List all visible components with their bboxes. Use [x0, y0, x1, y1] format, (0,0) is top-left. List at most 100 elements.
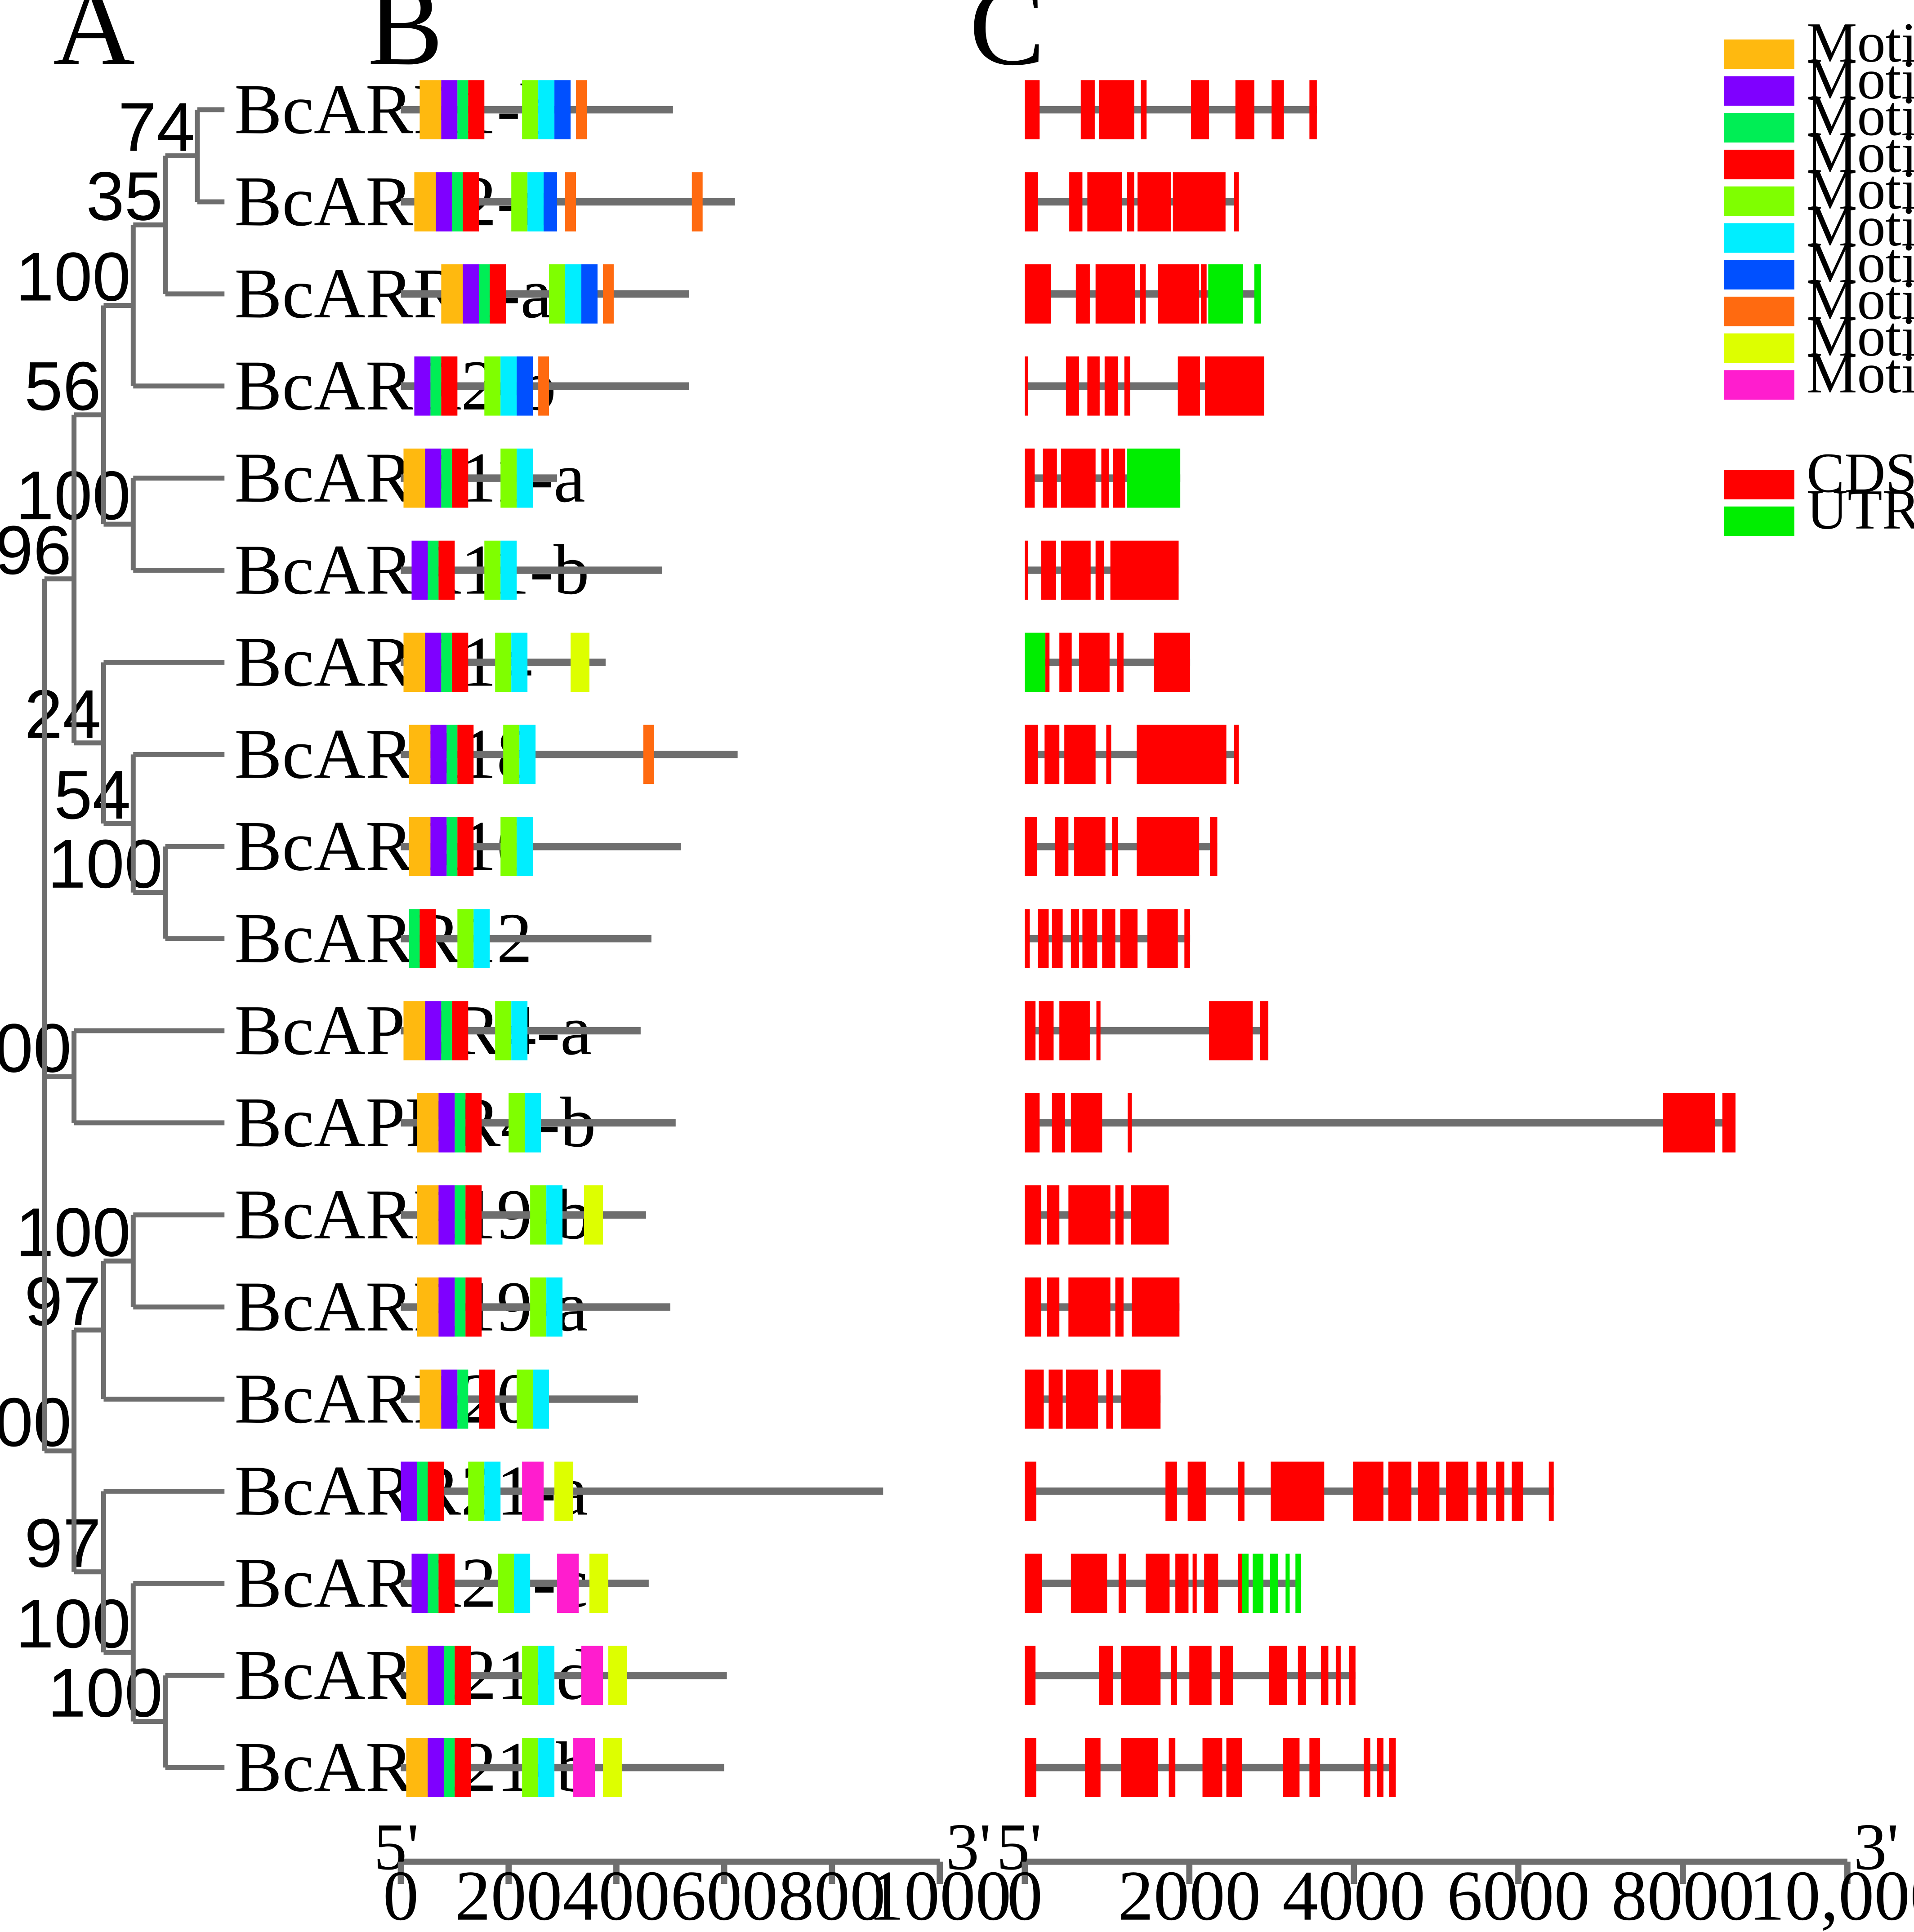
- motif-box: [581, 1646, 603, 1705]
- cds-block: [1061, 448, 1096, 508]
- axis-tick-label: 600: [670, 1856, 778, 1932]
- legend-label: Motif 1: [1807, 122, 1914, 184]
- motif-box: [430, 817, 447, 877]
- motif-box: [438, 1277, 455, 1337]
- cds-block: [1146, 1554, 1170, 1613]
- legend-label: Motif 2: [1807, 196, 1914, 258]
- axis-tick-label: 200: [455, 1856, 562, 1932]
- cds-block: [1068, 1277, 1111, 1337]
- motif-box: [411, 1554, 428, 1613]
- cds-block: [1137, 172, 1171, 231]
- cds-block: [1132, 1277, 1180, 1337]
- motif-box: [430, 725, 447, 784]
- cds-block: [1095, 540, 1104, 600]
- cds-block: [1200, 264, 1207, 324]
- motif-box: [511, 1001, 528, 1060]
- cds-block: [1663, 1093, 1715, 1153]
- motif-box: [452, 448, 468, 508]
- motif-box: [511, 632, 528, 692]
- motif-box: [441, 356, 458, 416]
- cds-block: [1025, 356, 1028, 416]
- axis-tick-label: 4000: [1282, 1856, 1425, 1932]
- motif-box: [495, 632, 512, 692]
- motif-box: [468, 1461, 485, 1521]
- legend-label: Motif 9: [1807, 269, 1914, 331]
- cds-block: [1235, 80, 1254, 139]
- protein-axis-end-label: 3': [946, 1810, 991, 1884]
- motif-box: [441, 632, 452, 692]
- cds-block: [1110, 540, 1179, 600]
- gene-structure-panel: [1025, 80, 1736, 1797]
- motif-box: [557, 1554, 579, 1613]
- cds-block: [1446, 1461, 1468, 1521]
- motif-box: [446, 817, 458, 877]
- motif-box: [479, 264, 490, 324]
- cds-block: [1115, 1185, 1124, 1245]
- legend-swatch: [1724, 149, 1794, 179]
- cds-block: [1388, 1461, 1412, 1521]
- motif-box: [417, 1093, 439, 1153]
- cds-block: [1191, 80, 1209, 139]
- motif-box: [643, 725, 654, 784]
- cds-block: [1127, 172, 1134, 231]
- motif-box: [692, 172, 703, 231]
- motif-box: [409, 909, 420, 968]
- cds-block: [1298, 1646, 1307, 1705]
- cds-block: [1226, 1738, 1242, 1797]
- cds-block: [1272, 80, 1284, 139]
- utr-block: [1270, 1554, 1278, 1613]
- motif-box: [495, 1001, 512, 1060]
- motif-box: [441, 80, 458, 139]
- motif-box: [546, 1185, 563, 1245]
- motif-box: [463, 264, 479, 324]
- legend-label: Motif 4: [1807, 49, 1914, 111]
- cds-block: [1476, 1461, 1487, 1521]
- legend-label: CDS: [1807, 442, 1914, 504]
- cds-block: [1025, 540, 1028, 600]
- cds-block: [1069, 172, 1083, 231]
- motif-box: [538, 1646, 555, 1705]
- axis-tick-label: 0: [383, 1856, 419, 1932]
- motif-box: [517, 1369, 533, 1429]
- cds-block: [1115, 1277, 1124, 1337]
- legend-swatch: [1724, 223, 1794, 253]
- cds-block: [1140, 264, 1146, 324]
- cds-block: [1184, 909, 1191, 968]
- cds-block: [1071, 909, 1080, 968]
- legend-label: Motif 8: [1807, 343, 1914, 405]
- cds-block: [1038, 909, 1049, 968]
- cds-block: [1025, 80, 1040, 139]
- cds-block: [1496, 1461, 1504, 1521]
- motif-box: [500, 540, 517, 600]
- cds-block: [1104, 356, 1118, 416]
- cds-block: [1112, 817, 1118, 877]
- motif-box: [576, 80, 587, 139]
- motif-box: [428, 540, 439, 600]
- panel-label-b: B: [367, 0, 443, 89]
- motif-box: [455, 1185, 466, 1245]
- cds-block: [1025, 1277, 1041, 1337]
- axis-tick-label: 1000: [868, 1856, 1011, 1932]
- motif-box: [417, 1277, 439, 1337]
- cds-block: [1121, 1369, 1161, 1429]
- motif-box: [438, 1554, 455, 1613]
- cds-block: [1099, 80, 1134, 139]
- motif-box: [411, 540, 428, 600]
- motif-box: [500, 448, 517, 508]
- cds-block: [1418, 1461, 1440, 1521]
- cds-block: [1187, 1461, 1206, 1521]
- cds-block: [1061, 540, 1091, 600]
- cds-block: [1158, 264, 1200, 324]
- protein-motif-panel: [401, 80, 883, 1797]
- cds-block: [1025, 264, 1051, 324]
- cds-block: [1025, 1646, 1036, 1705]
- cds-block: [1043, 448, 1057, 508]
- cds-block: [1075, 264, 1090, 324]
- cds-block: [1025, 1461, 1036, 1521]
- cds-block: [1055, 817, 1069, 877]
- gene-axis-start-label: 5': [996, 1810, 1042, 1884]
- motif-box: [514, 1554, 531, 1613]
- motif-box: [484, 356, 501, 416]
- legend-label: Motif 6: [1807, 85, 1914, 148]
